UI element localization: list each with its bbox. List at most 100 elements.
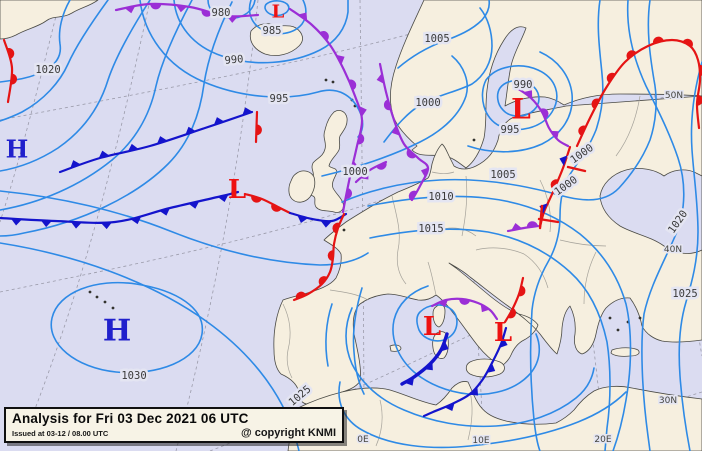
- front-symbol-tri: [127, 143, 139, 152]
- low-pressure-marker: L: [423, 312, 441, 342]
- front-symbol-tri: [499, 337, 508, 348]
- isobar: [0, 190, 369, 266]
- front-layer: [0, 2, 702, 418]
- front-symbol-semi: [319, 31, 329, 41]
- isobar-value-label: 995: [270, 93, 289, 105]
- country-border: [375, 399, 383, 447]
- frontolysis-bar: [538, 204, 544, 230]
- front-symbol-semi: [348, 79, 357, 91]
- front-symbol-semi: [406, 149, 417, 159]
- isobar: [392, 285, 541, 396]
- front-symbol-semi: [357, 133, 365, 145]
- front-symbol-semi: [345, 188, 353, 199]
- front-symbol-tri: [376, 73, 385, 84]
- front-symbol-semi: [271, 203, 282, 212]
- isobar: [397, 0, 491, 69]
- front-symbol-semi: [201, 9, 213, 17]
- isobar: [496, 79, 540, 117]
- front-symbol-tri: [226, 16, 238, 23]
- landmass: [0, 0, 99, 40]
- isobar-value-label: 1000: [342, 166, 367, 178]
- front-symbol-tri: [550, 130, 559, 140]
- front-symbol-semi: [10, 73, 18, 85]
- graticule-label: 50N: [665, 91, 683, 101]
- graticule-label: 0E: [357, 435, 369, 445]
- isobar: [173, 0, 349, 64]
- front-symbol-tri: [511, 222, 523, 231]
- front-symbol-tri: [297, 215, 308, 223]
- isobar-value-label: 980: [212, 7, 231, 19]
- isobar-value-label: 990: [224, 53, 244, 67]
- isobar-value-label: 1010: [428, 191, 453, 203]
- country-border: [461, 175, 468, 237]
- isobar-value-label: 990: [514, 79, 533, 91]
- front-symbol-tri: [437, 299, 449, 308]
- front-symbol-semi: [408, 190, 418, 201]
- front-symbol-tri: [404, 377, 415, 386]
- front-symbol-tri: [391, 125, 400, 136]
- country-border: [391, 195, 407, 285]
- isobar-value-label: 1000: [415, 97, 440, 109]
- front-symbol-semi: [652, 36, 664, 44]
- small-island: [638, 316, 642, 320]
- chart-title: Analysis for Fri 03 Dec 2021 06 UTC: [12, 411, 249, 426]
- isobar: [248, 0, 307, 35]
- landmass: [432, 304, 446, 328]
- small-island: [111, 306, 115, 310]
- front-symbol-semi: [507, 308, 516, 319]
- country-border: [427, 261, 437, 296]
- low-pressure-marker: L: [494, 318, 512, 348]
- front-symbol-tri: [70, 160, 81, 169]
- isobar: [264, 0, 290, 17]
- isobar: [321, 55, 468, 177]
- isobar: [352, 287, 365, 395]
- frontolysis-bar: [537, 217, 560, 224]
- isobar-value-label: 1030: [121, 370, 146, 382]
- country-border: [329, 289, 369, 301]
- front-symbol-semi: [540, 108, 549, 119]
- graticule-line: [0, 0, 61, 223]
- small-island: [342, 228, 346, 232]
- front-symbol-tri: [188, 201, 200, 209]
- country-border: [559, 239, 607, 247]
- front-symbol-tri: [351, 160, 359, 172]
- graticule-label: 10E: [472, 436, 489, 446]
- isobar: [369, 228, 611, 451]
- low-pressure-marker: L: [228, 175, 246, 205]
- isobar: [529, 0, 604, 451]
- front-symbol-semi: [578, 125, 587, 136]
- cold-front-sardinia: [400, 332, 449, 386]
- high-pressure-marker: H: [103, 314, 131, 349]
- graticule-label: 20E: [594, 435, 611, 445]
- front-symbol-semi: [150, 3, 162, 10]
- front-symbol-semi: [256, 124, 262, 136]
- front-symbol-tri: [444, 402, 455, 412]
- isobar: [481, 65, 558, 131]
- isobar: [0, 0, 109, 122]
- warm-front-russia: [575, 38, 702, 148]
- country-border: [282, 303, 293, 379]
- occluded-front-baltic: [515, 86, 570, 148]
- front-symbol-semi: [591, 98, 600, 109]
- isobar: [0, 0, 193, 211]
- landmass: [287, 381, 702, 451]
- front-symbol-tri: [159, 207, 170, 216]
- small-island: [608, 316, 612, 320]
- landmass: [465, 358, 505, 378]
- small-island: [331, 80, 335, 84]
- isobar-value-label: 985: [263, 25, 282, 37]
- front-symbol-semi: [518, 285, 526, 297]
- isobar-value-label: 1005: [490, 169, 515, 181]
- graticule-line: [0, 87, 702, 293]
- isobar: [338, 381, 627, 449]
- front-symbol-semi: [626, 50, 637, 60]
- graticule-label: 40N: [664, 245, 682, 255]
- front-symbol-semi: [376, 161, 387, 170]
- front-symbol-tri: [156, 136, 168, 144]
- graticule-line: [25, 0, 151, 433]
- small-island: [95, 295, 99, 299]
- front-symbol-tri: [480, 303, 491, 313]
- front-symbol-tri: [440, 341, 449, 352]
- front-symbol-tri: [320, 220, 332, 228]
